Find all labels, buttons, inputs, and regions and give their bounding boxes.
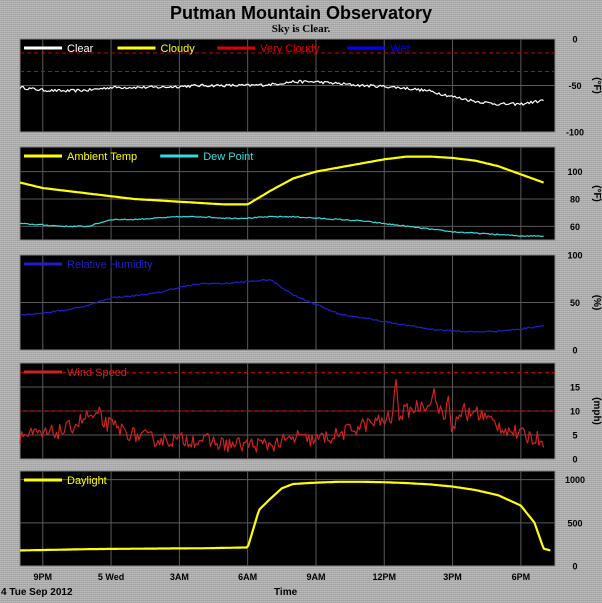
legend-label: Wet [390,43,409,55]
panel-temperature: Ambient Temp Dew Point 60 80 100 (°F) [19,146,602,241]
y-tick-label: -50 [568,81,581,91]
y-axis-unit: (°F) [591,185,602,202]
y-tick-label: 10 [570,407,580,417]
y-tick-label: 50 [570,298,580,308]
legend-entry: Dew Point [160,151,253,163]
legend-label: Dew Point [203,151,253,163]
legend-entry: Ambient Temp [24,151,137,163]
y-tick-label: 0 [572,455,577,465]
y-tick-label: 5 [572,431,577,441]
y-tick-label: -100 [566,128,584,138]
x-tick-label: 9PM [34,572,53,582]
y-tick-label: 0 [572,35,577,45]
series-line-dew-point [19,215,544,237]
x-axis-label: Time [274,587,298,598]
page-title: Putman Mountain Observatory [169,3,433,23]
y-tick-label: 100 [567,251,582,261]
y-axis-unit: (°F) [591,77,602,94]
legend-entry: Daylight [24,475,107,487]
sky-status: Sky is Clear. [271,23,331,35]
x-tick-label: 6PM [512,572,531,582]
legend-label: Daylight [67,475,107,487]
legend-label: Relative Humidity [67,259,153,271]
y-tick-label: 80 [570,194,580,204]
legend-label: Ambient Temp [67,151,137,163]
y-tick-label: 0 [572,562,577,572]
panel-sky: Clear Cloudy Very Cloudy Wet 0 -50 -100 (°F) [19,35,602,138]
y-axis-unit: (mph) [591,397,602,425]
y-tick-label: 1000 [565,475,585,485]
x-tick-label: 6AM [238,572,257,582]
x-tick-label: 12PM [372,572,396,582]
legend-entry: Very Cloudy [217,43,320,55]
x-tick-label: 9AM [306,572,325,582]
series-line-relative-humidity [19,279,544,333]
panel-daylight: Daylight 0 500 1000 [19,470,585,572]
panel-wind: Wind Speed 0 5 10 15 (mph) [19,362,602,465]
legend-entry: Clear [24,43,94,55]
y-tick-label: 0 [572,346,577,356]
x-tick-label: 5 Wed [98,572,124,582]
series-line-wind-speed [19,378,545,453]
series-line-clear [19,79,544,107]
y-tick-label: 60 [570,222,580,232]
y-tick-label: 100 [567,167,582,177]
panel-humidity: Relative Humidity 0 50 100 (%) [19,251,602,356]
series-line-ambient-temp [19,155,544,206]
legend-label: Cloudy [161,43,196,55]
y-tick-label: 500 [567,518,582,528]
y-axis-unit: (%) [591,295,602,311]
y-tick-label: 15 [570,383,580,393]
legend-entry: Wet [347,43,410,55]
legend-label: Very Cloudy [260,43,320,55]
x-tick-label: 3PM [443,572,462,582]
panel-background [19,146,556,241]
series-line-daylight [19,480,551,552]
legend-entry: Wind Speed [24,367,127,379]
legend-label: Wind Speed [67,367,127,379]
legend-entry: Cloudy [117,43,196,55]
legend-entry: Relative Humidity [24,259,153,271]
date-label: 4 Tue Sep 2012 [1,587,73,598]
x-tick-label: 3AM [170,572,189,582]
legend-label: Clear [67,43,94,55]
